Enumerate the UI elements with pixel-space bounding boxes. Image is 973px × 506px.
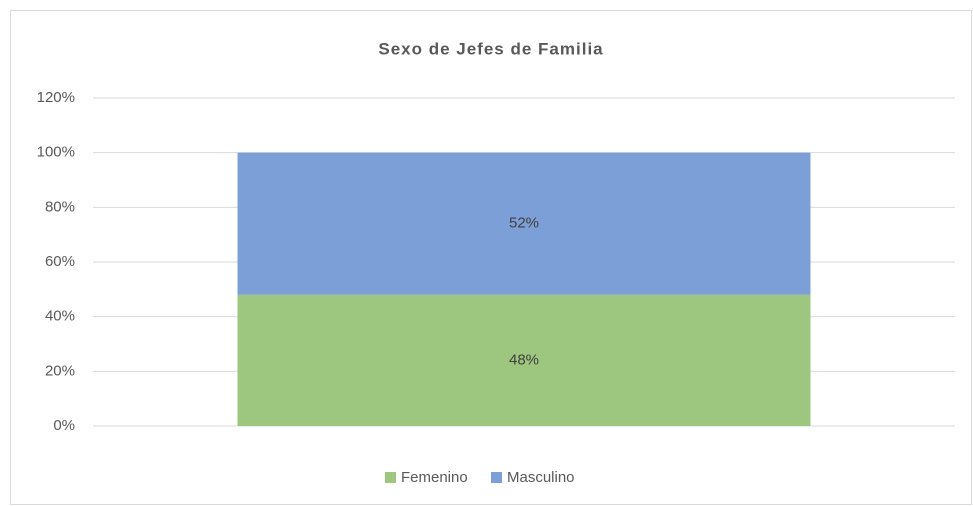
chart-title: Sexo de Jefes de Familia [378,39,603,58]
legend-label: Masculino [507,469,575,486]
y-tick-label: 60% [45,253,75,270]
data-label: 52% [509,215,539,232]
y-tick-label: 100% [37,144,75,161]
y-tick-label: 80% [45,198,75,215]
legend-label: Femenino [401,469,468,486]
bar-segment [237,152,811,295]
bar-segment [237,294,811,426]
y-tick-label: 120% [37,89,75,106]
legend-swatch [385,472,396,483]
y-tick-label: 40% [45,308,75,325]
y-tick-label: 20% [45,362,75,379]
data-label: 48% [509,351,539,368]
y-tick-label: 0% [53,417,75,434]
legend-swatch [491,472,502,483]
